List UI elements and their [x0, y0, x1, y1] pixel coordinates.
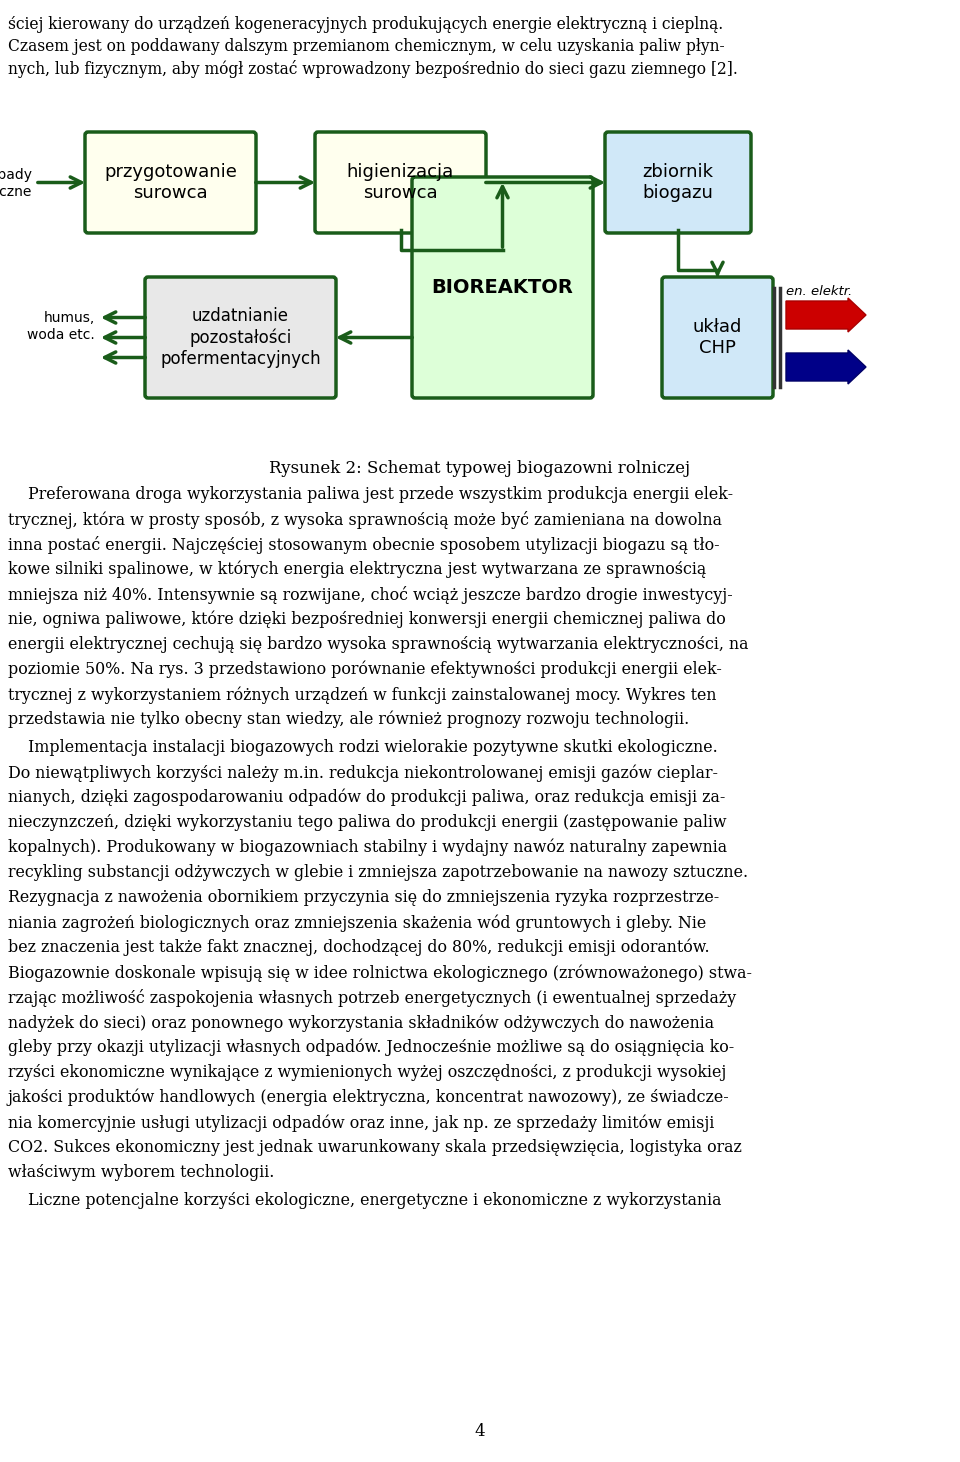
Text: ściej kierowany do urządzeń kogeneracyjnych produkujących energie elektryczną i : ściej kierowany do urządzeń kogeneracyjn…: [8, 16, 723, 34]
FancyBboxPatch shape: [85, 132, 256, 232]
Text: trycznej z wykorzystaniem różnych urządzeń w funkcji zainstalowanej mocy. Wykres: trycznej z wykorzystaniem różnych urządz…: [8, 686, 716, 703]
FancyBboxPatch shape: [662, 276, 773, 398]
Text: poziomie 50%. Na rys. 3 przedstawiono porównanie efektywności produkcji energii : poziomie 50%. Na rys. 3 przedstawiono po…: [8, 661, 722, 678]
Text: mniejsza niż 40%. Intensywnie są rozwijane, choć wciąż jeszcze bardzo drogie inw: mniejsza niż 40%. Intensywnie są rozwija…: [8, 586, 732, 604]
Text: energii elektrycznej cechują się bardzo wysoka sprawnością wytwarzania elektrycz: energii elektrycznej cechują się bardzo …: [8, 636, 749, 654]
Text: nieczynzczeń, dzięki wykorzystaniu tego paliwa do produkcji energii (zastępowani: nieczynzczeń, dzięki wykorzystaniu tego …: [8, 814, 727, 830]
Text: gleby przy okazji utylizacji własnych odpadów. Jednocześnie możliwe są do osiągn: gleby przy okazji utylizacji własnych od…: [8, 1039, 734, 1057]
Text: humus,
woda etc.: humus, woda etc.: [27, 311, 95, 342]
FancyBboxPatch shape: [145, 276, 336, 398]
Text: przygotowanie
surowca: przygotowanie surowca: [104, 164, 237, 202]
Text: nia komercyjnie usługi utylizacji odpadów oraz inne, jak np. ze sprzedaży limitó: nia komercyjnie usługi utylizacji odpadó…: [8, 1114, 714, 1132]
Text: en. elektr.: en. elektr.: [786, 285, 852, 298]
Text: Biogazownie doskonale wpisują się w idee rolnictwa ekologicznego (zrównoważonego: Biogazownie doskonale wpisują się w idee…: [8, 963, 752, 981]
Text: Implementacja instalacji biogazowych rodzi wielorakie pozytywne skutki ekologicz: Implementacja instalacji biogazowych rod…: [8, 738, 718, 756]
Text: inna postać energii. Najczęściej stosowanym obecnie sposobem utylizacji biogazu : inna postać energii. Najczęściej stosowa…: [8, 537, 720, 554]
Text: właściwym wyborem technologii.: właściwym wyborem technologii.: [8, 1164, 275, 1181]
Text: rzyści ekonomiczne wynikające z wymienionych wyżej oszczędności, z produkcji wys: rzyści ekonomiczne wynikające z wymienio…: [8, 1064, 727, 1080]
Text: nie, ogniwa paliwowe, które dzięki bezpośredniej konwersji energii chemicznej pa: nie, ogniwa paliwowe, które dzięki bezpo…: [8, 611, 726, 629]
FancyBboxPatch shape: [605, 132, 751, 232]
Text: BIOREAKTOR: BIOREAKTOR: [432, 278, 573, 297]
Text: Preferowana droga wykorzystania paliwa jest przede wszystkim produkcja energii e: Preferowana droga wykorzystania paliwa j…: [8, 485, 733, 503]
Text: Do niewątpliwych korzyści należy m.in. redukcja niekontrolowanej emisji gazów ci: Do niewątpliwych korzyści należy m.in. r…: [8, 765, 718, 782]
FancyBboxPatch shape: [315, 132, 486, 232]
FancyBboxPatch shape: [412, 177, 593, 398]
Text: jakości produktów handlowych (energia elektryczna, koncentrat nawozowy), ze świa: jakości produktów handlowych (energia el…: [8, 1089, 730, 1107]
Text: ciepło: ciepło: [786, 352, 826, 366]
FancyArrow shape: [786, 349, 866, 385]
Text: 4: 4: [474, 1423, 486, 1440]
Text: układ
CHP: układ CHP: [693, 319, 742, 357]
Text: uzdatnianie
pozostałości
pofermentacyjnych: uzdatnianie pozostałości pofermentacyjny…: [160, 307, 321, 367]
Text: rzając możliwość zaspokojenia własnych potrzeb energetycznych (i ewentualnej spr: rzając możliwość zaspokojenia własnych p…: [8, 988, 736, 1007]
Text: zbiornik
biogazu: zbiornik biogazu: [642, 164, 713, 202]
Text: niania zagrożeń biologicznych oraz zmniejszenia skażenia wód gruntowych i gleby.: niania zagrożeń biologicznych oraz zmnie…: [8, 914, 707, 931]
Text: Liczne potencjalne korzyści ekologiczne, energetyczne i ekonomiczne z wykorzysta: Liczne potencjalne korzyści ekologiczne,…: [8, 1192, 722, 1209]
Text: higienizacja
surowca: higienizacja surowca: [347, 164, 454, 202]
Text: CO2. Sukces ekonomiczny jest jednak uwarunkowany skala przedsięwzięcia, logistyk: CO2. Sukces ekonomiczny jest jednak uwar…: [8, 1139, 742, 1156]
Text: Rysunek 2: Schemat typowej biogazowni rolniczej: Rysunek 2: Schemat typowej biogazowni ro…: [270, 461, 690, 477]
Text: kowe silniki spalinowe, w których energia elektryczna jest wytwarzana ze sprawno: kowe silniki spalinowe, w których energi…: [8, 561, 707, 579]
Text: recykling substancji odżywczych w glebie i zmniejsza zapotrzebowanie na nawozy s: recykling substancji odżywczych w glebie…: [8, 864, 748, 882]
Text: bez znaczenia jest także fakt znacznej, dochodzącej do 80%, redukcji emisji odor: bez znaczenia jest także fakt znacznej, …: [8, 939, 709, 956]
Text: przedstawia nie tylko obecny stan wiedzy, ale również prognozy rozwoju technolog: przedstawia nie tylko obecny stan wiedzy…: [8, 711, 689, 728]
Text: nianych, dzięki zagospodarowaniu odpadów do produkcji paliwa, oraz redukcja emis: nianych, dzięki zagospodarowaniu odpadów…: [8, 789, 726, 807]
Text: odpady
organiczne: odpady organiczne: [0, 168, 32, 199]
Text: nych, lub fizycznym, aby mógł zostać wprowadzony bezpośrednio do sieci gazu ziem: nych, lub fizycznym, aby mógł zostać wpr…: [8, 60, 738, 77]
FancyArrow shape: [786, 298, 866, 332]
Text: kopalnych). Produkowany w biogazowniach stabilny i wydajny nawóz naturalny zapew: kopalnych). Produkowany w biogazowniach …: [8, 839, 727, 857]
Text: nadyżek do sieci) oraz ponownego wykorzystania składników odżywczych do nawożeni: nadyżek do sieci) oraz ponownego wykorzy…: [8, 1015, 714, 1032]
Text: trycznej, która w prosty sposób, z wysoka sprawnością może być zamieniana na dow: trycznej, która w prosty sposób, z wysok…: [8, 512, 722, 529]
Text: Rezygnacja z nawożenia obornikiem przyczynia się do zmniejszenia ryzyka rozprzes: Rezygnacja z nawożenia obornikiem przycz…: [8, 889, 719, 906]
Text: Czasem jest on poddawany dalszym przemianom chemicznym, w celu uzyskania paliw p: Czasem jest on poddawany dalszym przemia…: [8, 38, 725, 56]
